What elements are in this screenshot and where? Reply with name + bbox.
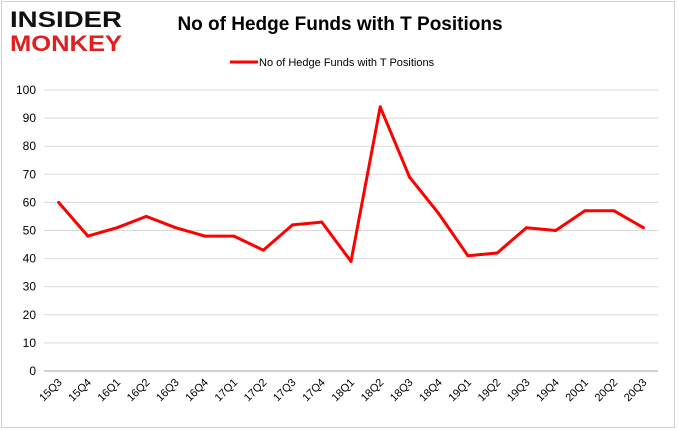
- x-tick-label: 17Q4: [300, 377, 328, 405]
- data-point: [554, 229, 558, 232]
- x-tick-label: 15Q4: [66, 377, 94, 405]
- data-point: [174, 226, 178, 230]
- x-tick-label: 19Q4: [534, 377, 562, 405]
- x-tick-label: 16Q1: [96, 377, 124, 405]
- data-point: [612, 209, 616, 213]
- data-point: [232, 234, 236, 238]
- y-tick-label: 0: [29, 364, 36, 378]
- data-point: [115, 226, 119, 230]
- chart-title: No of Hedge Funds with T Positions: [177, 14, 503, 35]
- y-tick-label: 10: [23, 336, 37, 350]
- y-tick-label: 30: [23, 280, 37, 294]
- data-point: [144, 214, 148, 218]
- y-tick-label: 50: [23, 224, 37, 238]
- x-tick-label: 15Q3: [37, 377, 65, 405]
- x-tick-label: 20Q2: [593, 377, 621, 405]
- y-tick-label: 70: [23, 167, 37, 181]
- y-tick-label: 20: [23, 308, 37, 322]
- x-tick-label: 20Q1: [564, 377, 592, 405]
- x-tick-label: 18Q1: [330, 377, 358, 405]
- insider-monkey-logo: INSIDER MONKEY: [10, 7, 122, 56]
- data-point: [291, 223, 295, 227]
- x-tick-label: 18Q2: [359, 377, 387, 405]
- x-tick-label: 17Q3: [271, 377, 299, 405]
- x-tick-label: 16Q3: [154, 377, 182, 405]
- series-line: [57, 105, 645, 263]
- data-point: [86, 234, 90, 238]
- x-tick-label: 18Q3: [388, 377, 416, 405]
- x-tick-label: 16Q2: [125, 377, 153, 405]
- x-tick-label: 19Q1: [447, 377, 475, 405]
- data-point: [407, 175, 411, 179]
- data-point: [641, 226, 645, 230]
- data-point: [378, 105, 382, 109]
- x-tick-label: 17Q2: [242, 377, 270, 405]
- data-point: [583, 209, 587, 213]
- data-point: [57, 200, 61, 204]
- data-point: [524, 226, 528, 230]
- x-tick-label: 17Q1: [213, 377, 241, 405]
- data-point: [349, 259, 353, 263]
- y-tick-label: 90: [23, 111, 37, 125]
- logo-line-2: MONKEY: [10, 31, 122, 56]
- x-tick-label: 19Q3: [505, 377, 533, 405]
- legend-label: No of Hedge Funds with T Positions: [259, 57, 435, 69]
- data-point: [466, 254, 470, 258]
- x-tick-label: 18Q4: [417, 377, 445, 405]
- y-tick-label: 60: [23, 195, 37, 209]
- logo-line-1: INSIDER: [10, 7, 122, 32]
- data-point: [437, 212, 441, 216]
- x-tick-label: 19Q2: [476, 377, 504, 405]
- x-tick-label: 16Q4: [183, 377, 211, 405]
- data-point: [203, 234, 207, 238]
- y-tick-label: 40: [23, 252, 37, 266]
- y-tick-label: 100: [16, 83, 36, 97]
- x-tick-label: 20Q3: [622, 377, 650, 405]
- y-tick-label: 80: [23, 139, 37, 153]
- data-point: [261, 248, 265, 252]
- data-point: [495, 251, 499, 255]
- data-point: [320, 220, 324, 224]
